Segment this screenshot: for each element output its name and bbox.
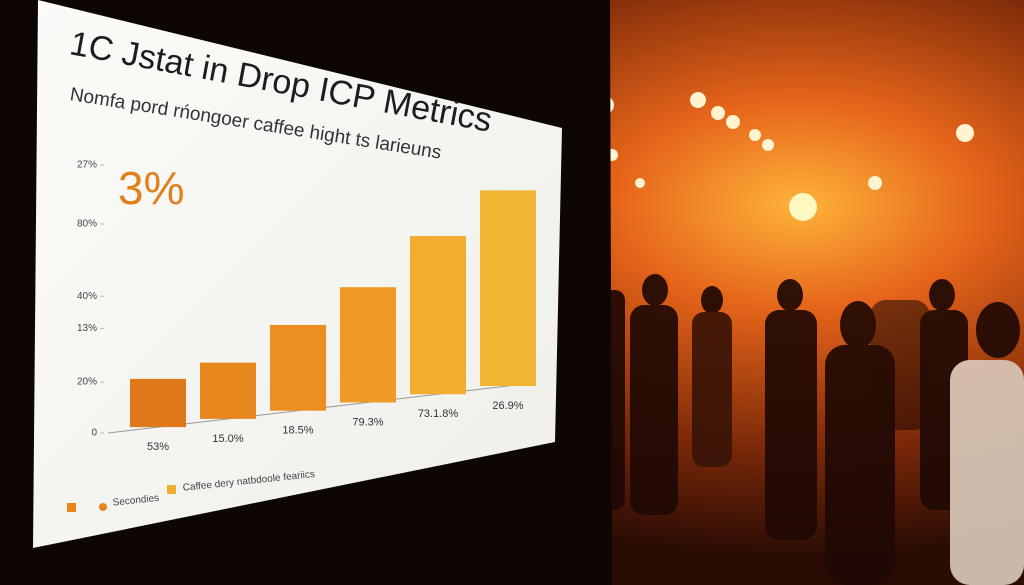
bar bbox=[340, 287, 396, 403]
bar bbox=[200, 362, 256, 419]
bar bbox=[270, 324, 326, 411]
bar-label: 73.1.8% bbox=[418, 408, 459, 420]
bar-label: 15.0% bbox=[212, 433, 243, 445]
y-tick-label: 20% bbox=[77, 377, 97, 388]
bar-label: 26.9% bbox=[492, 400, 523, 412]
y-tick-label: 13% bbox=[77, 323, 97, 334]
bar bbox=[410, 236, 466, 395]
y-tick-label: 27% bbox=[77, 160, 97, 171]
bar bbox=[130, 378, 186, 428]
crowd bbox=[600, 274, 1024, 585]
bar-label: 53% bbox=[147, 441, 169, 453]
legend-label: Secondies bbox=[112, 493, 160, 509]
legend-dot bbox=[99, 503, 107, 511]
y-tick-label: 80% bbox=[77, 219, 97, 230]
highlight: 3% bbox=[118, 162, 184, 214]
bar-label: 18.5% bbox=[282, 425, 313, 437]
bar bbox=[480, 190, 536, 386]
plot: 27% 80% 40% 13% 20% 0 53% 15.0% 18.5% 79.3% 73.1.8… bbox=[67, 160, 536, 512]
legend-swatch bbox=[67, 503, 76, 512]
bar-label: 79.3% bbox=[352, 416, 383, 428]
y-tick-label: 40% bbox=[77, 291, 97, 302]
legend-swatch bbox=[167, 485, 176, 494]
y-tick-label: 0 bbox=[91, 428, 97, 439]
